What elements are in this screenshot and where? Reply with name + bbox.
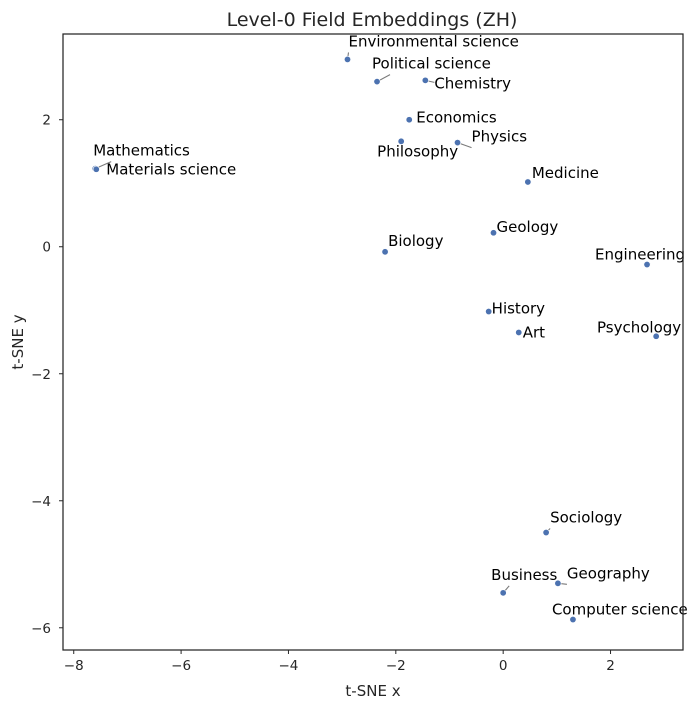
point-physics: [454, 139, 462, 147]
point-art: [515, 328, 523, 336]
point-materials-science: [92, 165, 100, 173]
point-biology: [381, 248, 389, 256]
chart-title: Level-0 Field Embeddings (ZH): [227, 9, 518, 31]
plot-frame: [62, 33, 684, 651]
point-label-mathematics: Mathematics: [93, 142, 190, 160]
point-label-environmental-science: Environmental science: [349, 32, 519, 50]
y-tick-label: 2: [42, 113, 51, 129]
point-environmental-science: [344, 55, 352, 63]
point-label-psychology: Psychology: [597, 318, 681, 336]
point-label-political-science: Political science: [372, 55, 491, 73]
point-economics: [405, 116, 413, 124]
y-tick-label: −6: [31, 621, 51, 637]
point-medicine: [524, 178, 532, 186]
point-label-computer-science: Computer science: [552, 601, 688, 619]
x-tick-label: −2: [386, 658, 406, 674]
plot-marks: Environmental science Political scienceCh…: [91, 32, 688, 624]
point-political-science: [373, 78, 381, 86]
point-label-materials-science: Materials science: [106, 160, 236, 178]
point-computer-science: [569, 616, 577, 624]
x-ticks: −8 −6 −4 −2 0 2: [64, 650, 615, 674]
x-tick-label: 0: [499, 658, 508, 674]
point-label-geology: Geology: [497, 218, 559, 236]
y-tick-label: −2: [31, 367, 51, 383]
point-sociology: [542, 529, 550, 537]
y-ticks: −6 −4 −2 0 2: [31, 113, 63, 637]
point-label-history: History: [492, 300, 545, 318]
point-psychology: [652, 332, 660, 340]
x-axis-label: t-SNE x: [345, 682, 400, 700]
x-tick-label: −6: [171, 658, 191, 674]
point-label-business: Business: [491, 566, 557, 584]
x-tick-label: −8: [64, 658, 84, 674]
point-label-medicine: Medicine: [532, 164, 599, 182]
point-chemistry: [421, 76, 429, 84]
point-history: [485, 308, 493, 316]
point-label-geography: Geography: [567, 564, 650, 582]
point-geology: [490, 229, 498, 237]
point-label-philosophy: Philosophy: [377, 142, 458, 160]
point-engineering: [643, 261, 651, 269]
point-philosophy: [397, 137, 405, 145]
point-label-art: Art: [523, 323, 545, 341]
x-tick-label: −4: [279, 658, 299, 674]
point-business: [499, 589, 507, 597]
x-tick-label: 2: [606, 658, 615, 674]
point-label-chemistry: Chemistry: [434, 74, 511, 92]
point-geography: [554, 579, 562, 587]
y-axis-label: t-SNE y: [9, 314, 27, 369]
point-label-sociology: Sociology: [550, 509, 622, 527]
point-label-biology: Biology: [388, 232, 444, 250]
point-label-economics: Economics: [416, 109, 497, 127]
point-label-physics: Physics: [472, 128, 528, 146]
point-label-engineering: Engineering: [595, 246, 685, 264]
y-tick-label: −4: [31, 494, 51, 510]
y-tick-label: 0: [42, 240, 51, 256]
